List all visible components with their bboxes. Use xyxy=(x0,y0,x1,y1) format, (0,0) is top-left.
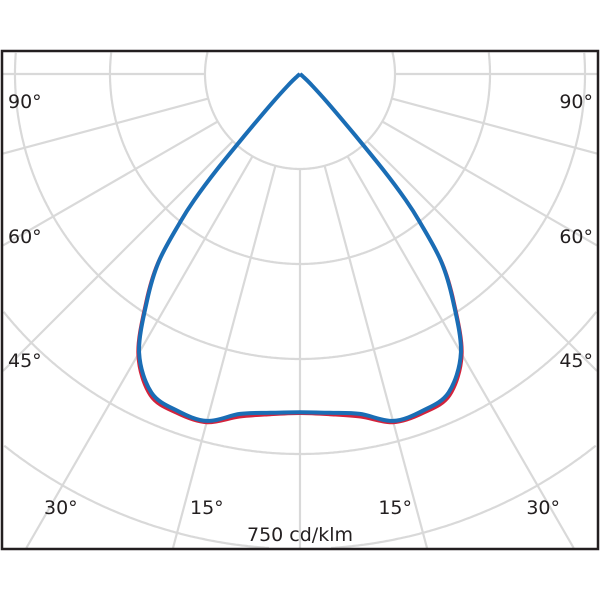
angle-label-left-60: 60° xyxy=(8,226,42,248)
grid-ring xyxy=(2,311,598,456)
angle-label-right-15: 15° xyxy=(378,497,412,519)
grid-radial-line xyxy=(2,97,209,155)
grid-radial-line xyxy=(381,120,598,247)
angle-label-left-30: 30° xyxy=(44,497,78,519)
angle-label-left-15: 15° xyxy=(190,497,224,519)
grid-ring xyxy=(108,52,492,266)
angle-label-left-45: 45° xyxy=(8,350,42,372)
intensity-curves xyxy=(136,72,464,425)
grid-radial-line xyxy=(366,140,598,372)
grid-radial-line xyxy=(171,165,277,549)
grid-radial-line xyxy=(2,120,219,247)
angle-label-right-90: 90° xyxy=(559,91,593,113)
angle-label-right-45: 45° xyxy=(559,350,593,372)
angle-label-left-90: 90° xyxy=(8,91,42,113)
angle-label-right-30: 30° xyxy=(526,497,560,519)
chart-frame xyxy=(0,49,600,551)
grid-ring xyxy=(13,52,587,361)
scale-label: 750 cd/klm xyxy=(247,524,353,546)
grid-ring xyxy=(203,51,397,171)
grid-radial-line xyxy=(323,165,429,549)
grid-ring xyxy=(3,444,597,550)
angle-label-right-60: 60° xyxy=(559,226,593,248)
intensity-curve-2 xyxy=(137,72,463,423)
grid-radial-line xyxy=(2,140,234,372)
grid-radial-line xyxy=(391,97,598,155)
polar-grid xyxy=(2,51,598,550)
